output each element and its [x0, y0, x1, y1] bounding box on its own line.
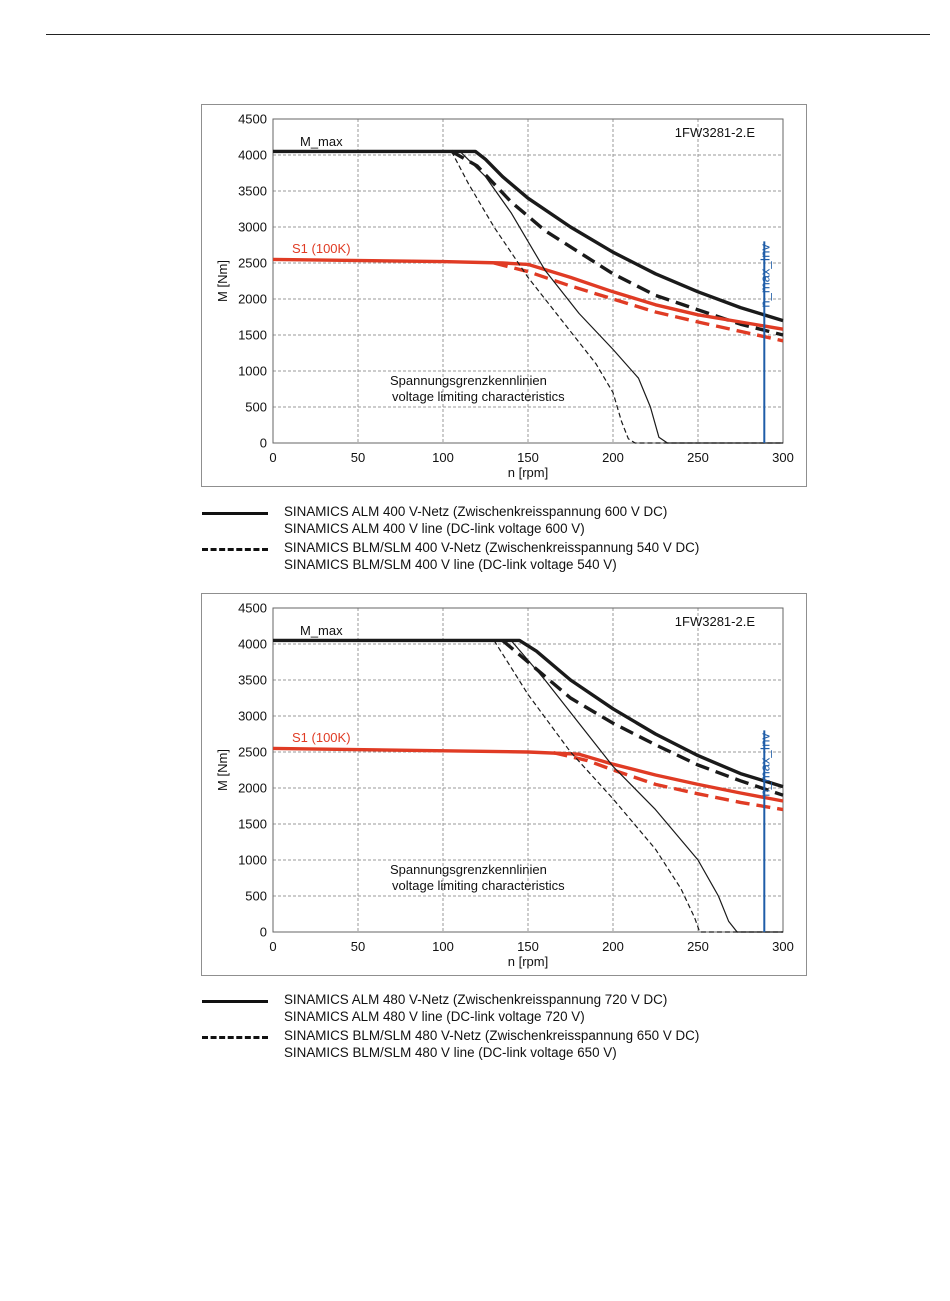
- series-line-s1_blm: [553, 751, 784, 812]
- legend-text: SINAMICS ALM 400 V line (DC-link voltage…: [284, 521, 585, 536]
- series-line-mmax_alm: [273, 149, 784, 323]
- series-line-s1_alm: [272, 746, 784, 803]
- series-line-s1_alm: [272, 257, 784, 331]
- x-tick-label: 0: [269, 939, 276, 954]
- legend-text: SINAMICS ALM 400 V-Netz (Zwischenkreissp…: [284, 504, 668, 519]
- chart-panel-400v: 0 50 100 150 200 250 300 0 500 1000 1500 2000 2500 30…: [201, 104, 807, 487]
- s1-label: S1 (100K): [292, 241, 351, 256]
- header-rule: [46, 34, 930, 35]
- plot-area-border: [272, 118, 784, 444]
- legend-text: SINAMICS ALM 480 V line (DC-link voltage…: [284, 1009, 585, 1024]
- x-tick-label: 50: [351, 450, 365, 465]
- n-max-inv-label: n_max_Inv: [757, 733, 772, 797]
- torque-speed-chart-480v: 0 50 100 150 200 250 3000500100015002000250030…: [215, 601, 794, 970]
- y-tick-label: 1000: [238, 364, 267, 379]
- dashed-line-swatch: [202, 548, 268, 551]
- m-max-label: M_max: [300, 134, 343, 149]
- series-line-mmax_blm: [450, 149, 784, 337]
- legend-text: SINAMICS BLM/SLM 400 V line (DC-link vol…: [284, 557, 617, 572]
- y-tick-label: 500: [245, 889, 267, 904]
- y-tick-label: 3500: [238, 184, 267, 199]
- chart-title: 1FW3281-2.E: [675, 125, 756, 140]
- voltage-limit-label-de: Spannungsgrenzkennlinien: [390, 373, 547, 388]
- y-tick-label: 2000: [238, 781, 267, 796]
- m-max-label: M_max: [300, 623, 343, 638]
- y-tick-label: 0: [260, 436, 267, 451]
- series-line-vlim_blm: [450, 151, 783, 444]
- x-axis-label: n [rpm]: [508, 465, 548, 480]
- voltage-limit-label-en: voltage limiting characteristics: [392, 878, 565, 893]
- y-tick-label: 500: [245, 400, 267, 415]
- y-tick-label: 1000: [238, 853, 267, 868]
- series-line-vlim_alm: [459, 150, 783, 444]
- x-tick-label: 100: [432, 939, 454, 954]
- y-tick-label: 3000: [238, 709, 267, 724]
- series-line-s1_blm: [493, 261, 784, 343]
- chart-title: 1FW3281-2.E: [675, 614, 756, 629]
- chart-panel-480v: 0 50 100 150 200 250 300 0 500 1000 1500 2000 2500 30…: [201, 593, 807, 976]
- y-tick-label: 2500: [238, 745, 267, 760]
- x-tick-label: 100: [432, 450, 454, 465]
- solid-line-swatch: [202, 512, 268, 515]
- x-tick-label: 200: [602, 939, 624, 954]
- legend-text: SINAMICS BLM/SLM 400 V-Netz (Zwischenkre…: [284, 540, 700, 555]
- solid-line-swatch: [202, 1000, 268, 1003]
- series-line-vlim_alm: [510, 640, 783, 933]
- y-tick-label: 0: [260, 925, 267, 940]
- x-axis-label: n [rpm]: [508, 954, 548, 969]
- y-axis-label: M [Nm]: [215, 749, 230, 791]
- x-tick-label: 200: [602, 450, 624, 465]
- s1-label: S1 (100K): [292, 730, 351, 745]
- dashed-line-swatch: [202, 1036, 268, 1039]
- y-tick-label: 4500: [238, 601, 267, 616]
- x-tick-label: 250: [687, 450, 709, 465]
- y-tick-label: 4500: [238, 112, 267, 127]
- y-tick-label: 2500: [238, 256, 267, 271]
- y-tick-label: 1500: [238, 328, 267, 343]
- y-tick-label: 4000: [238, 637, 267, 652]
- voltage-limit-label-de: Spannungsgrenzkennlinien: [390, 862, 547, 877]
- y-tick-label: 1500: [238, 817, 267, 832]
- legend-text: SINAMICS BLM/SLM 480 V-Netz (Zwischenkre…: [284, 1028, 700, 1043]
- x-tick-label: 300: [772, 939, 794, 954]
- legend-text: SINAMICS BLM/SLM 480 V line (DC-link vol…: [284, 1045, 617, 1060]
- x-tick-label: 150: [517, 939, 539, 954]
- legend-480v: SINAMICS ALM 480 V-Netz (Zwischenkreissp…: [202, 992, 762, 1064]
- x-tick-label: 250: [687, 939, 709, 954]
- y-tick-label: 4000: [238, 148, 267, 163]
- x-tick-label: 300: [772, 450, 794, 465]
- voltage-limit-label-en: voltage limiting characteristics: [392, 389, 565, 404]
- y-axis-label: M [Nm]: [215, 260, 230, 302]
- y-tick-label: 3000: [238, 220, 267, 235]
- series-line-mmax_alm: [273, 638, 784, 789]
- legend-400v: SINAMICS ALM 400 V-Netz (Zwischenkreissp…: [202, 504, 762, 576]
- y-tick-label: 3500: [238, 673, 267, 688]
- plot-area-border: [272, 607, 784, 933]
- n-max-inv-label: n_max_Inv: [757, 244, 772, 308]
- series-line-vlim_blm: [493, 640, 783, 933]
- legend-text: SINAMICS ALM 480 V-Netz (Zwischenkreissp…: [284, 992, 668, 1007]
- x-tick-label: 0: [269, 450, 276, 465]
- x-tick-label: 150: [517, 450, 539, 465]
- torque-speed-chart-400v: 0 50 100 150 200 250 3000500100015002000250030…: [215, 112, 794, 481]
- y-tick-label: 2000: [238, 292, 267, 307]
- x-tick-label: 50: [351, 939, 365, 954]
